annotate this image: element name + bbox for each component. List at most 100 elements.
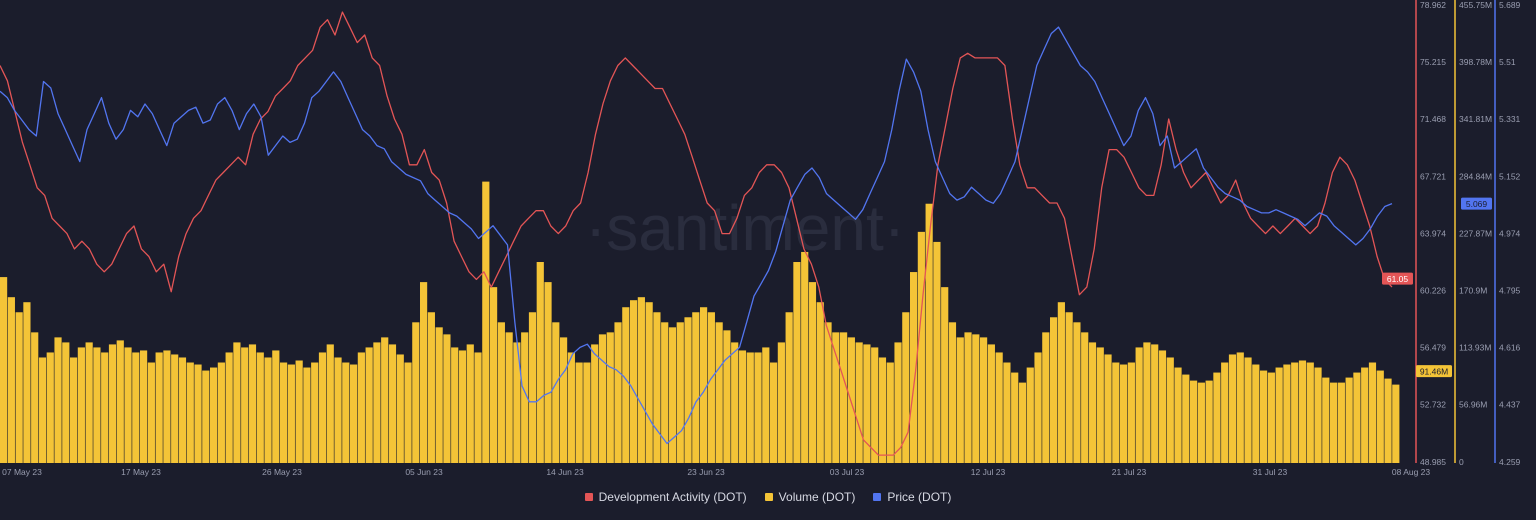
axis-tick-price: 4.437 <box>1499 400 1521 410</box>
volume-bar <box>1322 377 1330 463</box>
volume-bar <box>910 272 918 463</box>
volume-bar <box>23 302 31 463</box>
volume-bar <box>777 342 785 463</box>
axis-tick-price: 4.795 <box>1499 286 1521 296</box>
volume-bar <box>715 322 723 463</box>
volume-bar <box>863 344 871 463</box>
volume-bar <box>77 347 85 463</box>
legend: Development Activity (DOT) Volume (DOT) … <box>0 490 1536 504</box>
volume-bar <box>466 344 474 463</box>
volume-bar <box>1174 367 1182 463</box>
volume-bar <box>396 354 404 463</box>
watermark: ·santiment· <box>585 192 905 264</box>
volume-bar <box>62 342 70 463</box>
volume-bar <box>1353 372 1361 463</box>
volume-bar <box>116 340 124 463</box>
volume-bar <box>1228 354 1237 463</box>
volume-bar <box>443 334 451 463</box>
volume-bar <box>583 362 591 463</box>
volume-bar <box>233 342 241 463</box>
volume-bar <box>1205 380 1213 463</box>
volume-bar <box>630 300 638 463</box>
volume-bar <box>668 327 677 463</box>
volume-bar <box>544 282 552 463</box>
volume-bar <box>365 347 373 463</box>
volume-bar <box>217 362 225 463</box>
volume-bar <box>956 337 964 463</box>
axis-tick-price: 5.331 <box>1499 114 1521 124</box>
axis-tick-dev: 75.215 <box>1420 57 1446 67</box>
volume-bar <box>754 352 762 463</box>
volume-bar <box>178 357 187 463</box>
volume-bar <box>1042 332 1050 463</box>
volume-bar <box>1190 380 1198 463</box>
volume-bar <box>1003 362 1011 463</box>
volume-bar <box>661 322 669 463</box>
volume-bar <box>497 322 505 463</box>
volume-bar <box>490 287 498 463</box>
volume-bar <box>357 352 365 463</box>
legend-item-dev[interactable]: Development Activity (DOT) <box>584 490 747 504</box>
volume-bar <box>31 332 39 463</box>
volume-bar <box>1081 332 1089 463</box>
axes: 78.962 75.215 71.468 67.721 63.974 60.226 56.4… <box>1382 0 1521 467</box>
volume-bar <box>855 342 863 463</box>
volume-bar <box>941 287 949 463</box>
volume-bar <box>552 322 560 463</box>
volume-bar <box>1314 367 1322 463</box>
volume-bar <box>1267 372 1275 463</box>
volume-bar <box>54 337 62 463</box>
volume-bar <box>171 354 179 463</box>
volume-bar <box>474 352 482 463</box>
volume-bar <box>653 312 661 463</box>
volume-bar <box>684 317 692 463</box>
volume-bar <box>1361 367 1369 463</box>
current-value-label-dev: 61.05 <box>1387 274 1409 284</box>
volume-bar <box>591 344 599 463</box>
volume-bar <box>140 350 148 463</box>
volume-bar <box>917 231 925 463</box>
volume-bar <box>241 347 249 463</box>
volume-bar <box>1236 352 1244 463</box>
volume-bar <box>575 362 583 463</box>
axis-tick-volume: 113.93M <box>1459 343 1491 353</box>
axis-tick-dev: 67.721 <box>1420 171 1446 181</box>
legend-item-price[interactable]: Price (DOT) <box>873 490 951 504</box>
volume-bar <box>645 302 653 463</box>
legend-item-volume[interactable]: Volume (DOT) <box>764 490 855 504</box>
volume-bar <box>762 347 770 463</box>
volume-bar <box>225 352 233 463</box>
x-tick-label: 17 May 23 <box>121 467 161 477</box>
volume-bar <box>871 347 879 463</box>
axis-tick-volume: 398.78M <box>1459 57 1492 67</box>
volume-bar <box>7 297 15 463</box>
volume-bar <box>38 357 47 463</box>
volume-bar <box>0 277 8 463</box>
volume-bar <box>1011 372 1019 463</box>
volume-bar <box>326 344 334 463</box>
volume-bar <box>303 367 311 463</box>
volume-bar <box>878 357 887 463</box>
chart-canvas: ·santiment· 78.962 75.215 71.468 67.721 63.9… <box>0 0 1521 477</box>
x-tick-label: 26 May 23 <box>262 467 302 477</box>
legend-label-dev: Development Activity (DOT) <box>598 490 747 504</box>
volume-bar <box>1050 317 1058 463</box>
volume-bar <box>1368 362 1377 463</box>
axis-tick-volume: 341.81M <box>1459 114 1492 124</box>
volume-bar <box>1104 354 1112 463</box>
volume-bar <box>513 342 521 463</box>
volume-bars <box>0 181 1400 464</box>
volume-bar <box>536 262 544 463</box>
volume-bar <box>1182 374 1190 463</box>
volume-bar <box>614 322 622 463</box>
volume-bar <box>295 360 303 463</box>
volume-bar <box>785 312 793 463</box>
volume-bar <box>1151 344 1159 463</box>
volume-bar <box>404 362 412 463</box>
volume-bar <box>1143 342 1151 463</box>
volume-bar <box>505 332 513 463</box>
current-value-tag-dev <box>1382 272 1413 285</box>
volume-bar <box>521 332 529 463</box>
volume-bar <box>567 352 575 463</box>
volume-bar <box>1088 342 1097 463</box>
